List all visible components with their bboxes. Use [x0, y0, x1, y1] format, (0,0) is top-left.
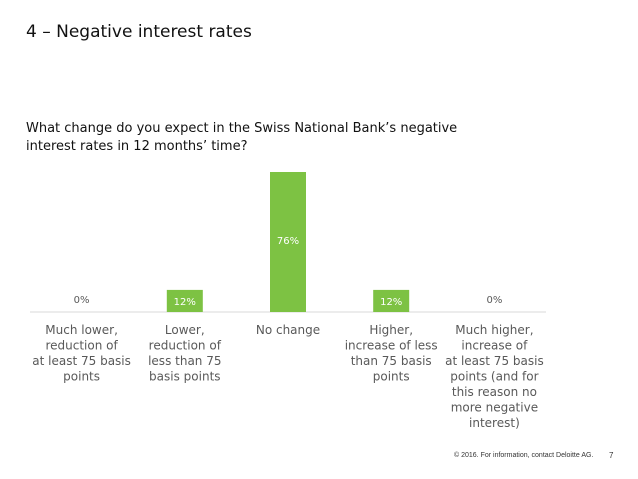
category-label-3-line-1: increase of less [345, 339, 438, 353]
value-label-3: 12% [380, 297, 402, 308]
value-labels: 0% 12% 76% 12% 0% [74, 236, 503, 308]
category-label-1-line-0: Lower, [165, 323, 205, 337]
question-line-1: What change do you expect in the Swiss N… [26, 121, 458, 136]
category-label-3-line-3: points [373, 370, 410, 384]
category-label-2-line-0: No change [256, 323, 320, 337]
value-label-4: 0% [486, 295, 502, 306]
category-label-3-line-0: Higher, [369, 323, 413, 337]
category-label-0-line-2: at least 75 basis [32, 354, 131, 368]
bar-3 [373, 289, 410, 312]
copyright-footer: © 2016. For information, contact Deloitt… [454, 452, 594, 459]
category-label-4-line-0: Much higher, [455, 323, 533, 337]
category-label-4-line-5: more negative [451, 401, 538, 415]
category-label-0-line-3: points [63, 370, 100, 384]
category-label-0-line-1: reduction of [45, 339, 118, 353]
category-label-4-line-4: this reason no [452, 385, 537, 399]
bar-2 [270, 172, 306, 312]
survey-question: What change do you expect in the Swiss N… [26, 120, 546, 156]
category-labels: Much lower, reduction of at least 75 basis… [32, 323, 543, 430]
value-label-2: 76% [277, 236, 299, 247]
page-number: 7 [609, 451, 614, 460]
bar-series [166, 172, 410, 312]
category-label-4-line-2: at least 75 basis [445, 354, 544, 368]
category-label-4-line-1: increase of [461, 339, 528, 353]
value-label-1: 12% [174, 297, 196, 308]
question-line-2: interest rates in 12 months’ time? [26, 139, 248, 154]
bar-1 [166, 289, 203, 312]
category-label-4: Much higher, increase of at least 75 basis… [445, 323, 544, 430]
category-label-3: Higher, increase of less than 75 basis poin… [345, 323, 438, 384]
slide-title: 4 – Negative interest rates [26, 22, 252, 42]
category-label-1-line-1: reduction of [149, 339, 222, 353]
category-label-1: Lower, reduction of less than 75 basis poin… [148, 323, 222, 384]
category-label-3-line-2: than 75 basis [351, 354, 432, 368]
category-label-0: Much lower, reduction of at least 75 basis… [32, 323, 131, 384]
category-label-2: No change [256, 323, 320, 337]
category-label-4-line-6: interest) [469, 416, 520, 430]
category-label-1-line-3: basis points [149, 370, 220, 384]
category-label-0-line-0: Much lower, [45, 323, 118, 337]
category-label-1-line-2: less than 75 [148, 354, 221, 368]
category-label-4-line-3: points (and for [450, 370, 538, 384]
value-label-0: 0% [74, 295, 90, 306]
